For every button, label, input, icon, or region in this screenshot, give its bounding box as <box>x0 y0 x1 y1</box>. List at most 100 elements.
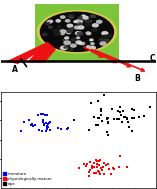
physiologically mature <box>92 162 95 165</box>
Circle shape <box>92 24 98 27</box>
ripe <box>96 123 99 126</box>
ripe <box>94 123 97 126</box>
Circle shape <box>64 41 70 44</box>
Circle shape <box>100 42 106 45</box>
Circle shape <box>65 37 69 39</box>
ripe <box>107 122 109 125</box>
ripe <box>128 126 131 129</box>
immature <box>59 127 62 130</box>
ripe <box>107 116 109 119</box>
ripe <box>117 110 119 113</box>
ripe <box>72 118 75 121</box>
Circle shape <box>77 37 80 39</box>
ripe <box>116 117 118 120</box>
immature <box>22 121 25 124</box>
Circle shape <box>90 15 95 18</box>
Circle shape <box>67 14 73 18</box>
Text: A: A <box>12 65 18 74</box>
physiologically mature <box>102 166 105 169</box>
Circle shape <box>65 20 70 22</box>
physiologically mature <box>85 165 88 168</box>
physiologically mature <box>86 163 88 166</box>
physiologically mature <box>89 168 92 171</box>
Circle shape <box>71 44 76 47</box>
ripe <box>107 120 109 123</box>
immature <box>43 123 45 126</box>
physiologically mature <box>88 170 91 173</box>
Circle shape <box>79 43 81 44</box>
Circle shape <box>77 32 83 35</box>
physiologically mature <box>95 166 98 169</box>
ripe <box>96 100 99 103</box>
ripe <box>119 111 121 114</box>
immature <box>46 124 49 127</box>
physiologically mature <box>100 167 102 170</box>
Circle shape <box>67 32 71 34</box>
physiologically mature <box>108 167 110 170</box>
ripe <box>116 117 118 120</box>
Circle shape <box>99 38 104 41</box>
ripe <box>126 117 128 120</box>
ripe <box>106 118 108 121</box>
Circle shape <box>46 22 50 25</box>
physiologically mature <box>83 162 85 165</box>
ripe <box>131 116 133 119</box>
physiologically mature <box>102 162 105 165</box>
ripe <box>95 123 98 126</box>
Circle shape <box>55 32 62 35</box>
physiologically mature <box>88 174 90 177</box>
Circle shape <box>80 42 85 45</box>
immature <box>19 129 22 132</box>
physiologically mature <box>105 164 107 167</box>
Circle shape <box>58 25 61 27</box>
ripe <box>123 116 126 119</box>
immature <box>65 128 68 131</box>
Circle shape <box>102 35 108 38</box>
immature <box>32 125 34 128</box>
ripe <box>133 109 136 112</box>
Polygon shape <box>7 43 55 62</box>
Circle shape <box>64 46 68 48</box>
ripe <box>126 116 128 119</box>
physiologically mature <box>93 166 95 169</box>
ripe <box>100 109 102 112</box>
immature <box>28 118 30 121</box>
Circle shape <box>102 32 108 35</box>
immature <box>46 126 49 129</box>
physiologically mature <box>113 167 116 170</box>
physiologically mature <box>118 154 121 157</box>
ripe <box>121 120 123 123</box>
immature <box>41 121 44 124</box>
Circle shape <box>78 26 84 29</box>
immature <box>31 122 34 125</box>
Circle shape <box>43 33 47 36</box>
Circle shape <box>56 20 60 22</box>
Circle shape <box>63 39 66 41</box>
physiologically mature <box>94 171 97 174</box>
ripe <box>148 106 151 109</box>
Circle shape <box>79 18 82 20</box>
physiologically mature <box>99 173 101 176</box>
immature <box>45 130 47 133</box>
physiologically mature <box>95 158 97 161</box>
ripe <box>97 117 100 120</box>
physiologically mature <box>102 172 105 175</box>
Circle shape <box>67 24 73 27</box>
Circle shape <box>85 19 92 23</box>
Circle shape <box>76 20 82 23</box>
ripe <box>119 113 122 116</box>
ripe <box>131 108 134 111</box>
ripe <box>106 130 108 133</box>
Circle shape <box>86 32 90 34</box>
Circle shape <box>106 35 111 38</box>
physiologically mature <box>95 163 98 166</box>
immature <box>56 126 59 129</box>
physiologically mature <box>97 160 100 163</box>
immature <box>41 130 44 133</box>
Text: B: B <box>135 74 141 83</box>
physiologically mature <box>78 167 80 170</box>
Circle shape <box>61 16 65 18</box>
Circle shape <box>71 28 73 29</box>
Circle shape <box>54 32 60 35</box>
immature <box>41 112 44 115</box>
